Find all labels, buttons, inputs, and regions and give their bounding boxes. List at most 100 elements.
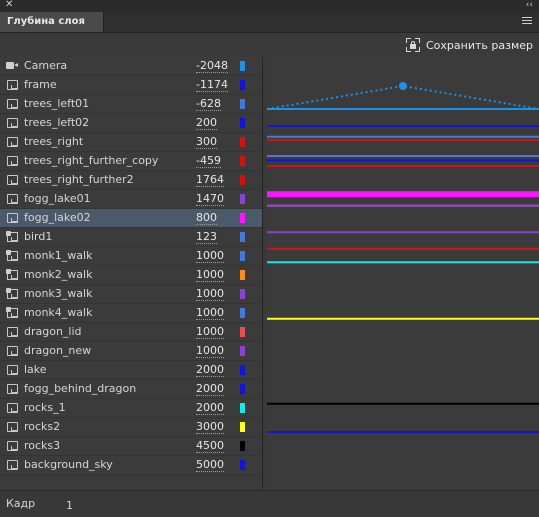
layer-depth-value[interactable]: 1000 [196,249,224,263]
layer-row[interactable]: rocks2 3000 [0,418,262,437]
layer-depth-value[interactable]: 3000 [196,420,224,434]
layer-depth-value[interactable]: 4500 [196,439,224,453]
bone-icon [6,307,18,318]
layer-color-swatch[interactable] [240,194,245,204]
layer-name: trees_right_further2 [24,173,134,186]
layer-depth-value[interactable]: 1000 [196,325,224,339]
frame-icon [7,137,18,147]
layer-name: trees_left01 [24,97,90,110]
layer-row[interactable]: rocks_1 2000 [0,399,262,418]
layer-row[interactable]: trees_right_further2 1764 [0,171,262,190]
layer-name: rocks_1 [24,401,66,414]
layer-row[interactable]: monk2_walk 1000 [0,266,262,285]
layer-row[interactable]: trees_right_further_copy -459 [0,152,262,171]
layer-row[interactable]: fogg_behind_dragon 2000 [0,380,262,399]
layer-color-swatch[interactable] [240,460,245,470]
layer-row[interactable]: dragon_new 1000 [0,342,262,361]
layer-depth-value[interactable]: 1000 [196,306,224,320]
layer-depth-value[interactable]: 5000 [196,458,224,472]
layer-depth-value[interactable]: 2000 [196,382,224,396]
layer-color-swatch[interactable] [240,422,245,432]
layer-color-swatch[interactable] [240,156,245,166]
camera-handle[interactable] [399,82,407,90]
layer-row[interactable]: dragon_lid 1000 [0,323,262,342]
frame-icon [7,365,18,375]
layer-depth-value[interactable]: 2000 [196,401,224,415]
frame-icon [7,422,18,432]
frame-icon [7,327,18,337]
layer-color-swatch[interactable] [240,118,245,128]
save-size-label: Сохранить размер [426,38,533,52]
frame-icon [7,99,18,109]
frame-icon [7,118,18,128]
bone-icon [6,288,18,299]
layer-name: rocks2 [24,420,61,433]
tab-layer-depth[interactable]: Глубина слоя [0,12,104,32]
lock-frame-icon [406,38,420,52]
depth-graph[interactable] [267,57,539,489]
layer-color-swatch[interactable] [240,175,245,185]
panel-menu-icon[interactable] [522,17,532,26]
layer-row[interactable]: background_sky 5000 [0,456,262,475]
frame-icon [7,460,18,470]
layer-row[interactable]: monk1_walk 1000 [0,247,262,266]
layer-name: rocks3 [24,439,61,452]
frame-icon [7,441,18,451]
layer-name: monk4_walk [24,306,93,319]
layer-color-swatch[interactable] [240,232,245,242]
layer-depth-value[interactable]: 2000 [196,363,224,377]
layer-row[interactable]: fogg_lake02 800 [0,209,262,228]
layer-depth-value[interactable]: 1000 [196,344,224,358]
layer-color-swatch[interactable] [240,441,245,451]
layer-row[interactable]: frame -1174 [0,76,262,95]
layer-name: dragon_new [24,344,92,357]
layer-depth-value[interactable]: 1470 [196,192,224,206]
layer-color-swatch[interactable] [240,80,245,90]
layer-depth-value[interactable]: 200 [196,116,217,130]
layer-depth-value[interactable]: -628 [196,97,221,111]
collapse-icon[interactable]: ‹‹ [525,0,533,10]
frame-value[interactable]: 1 [66,499,73,512]
frame-icon [7,156,18,166]
layer-depth-value[interactable]: 1000 [196,268,224,282]
layer-depth-value[interactable]: -459 [196,154,221,168]
layer-color-swatch[interactable] [240,61,245,71]
layer-depth-value[interactable]: 800 [196,211,217,225]
layer-color-swatch[interactable] [240,251,245,261]
layer-color-swatch[interactable] [240,384,245,394]
layer-color-swatch[interactable] [240,308,245,318]
layer-color-swatch[interactable] [240,137,245,147]
close-icon[interactable]: ✕ [5,0,14,10]
layer-color-swatch[interactable] [240,365,245,375]
panel-titlebar: ✕ ‹‹ [0,0,539,12]
layer-row[interactable]: monk3_walk 1000 [0,285,262,304]
layer-color-swatch[interactable] [240,403,245,413]
layer-color-swatch[interactable] [240,99,245,109]
layer-color-swatch[interactable] [240,289,245,299]
layer-color-swatch[interactable] [240,270,245,280]
layer-row[interactable]: trees_left02 200 [0,114,262,133]
layer-depth-value[interactable]: -1174 [196,78,228,92]
layer-color-swatch[interactable] [240,327,245,337]
layer-depth-value[interactable]: 300 [196,135,217,149]
frame-icon [7,194,18,204]
layer-name: frame [24,78,57,91]
layer-row[interactable]: bird1 123 [0,228,262,247]
layer-row[interactable]: trees_right 300 [0,133,262,152]
layer-color-swatch[interactable] [240,213,245,223]
layer-color-swatch[interactable] [240,346,245,356]
layer-name: background_sky [24,458,113,471]
layer-depth-value[interactable]: 1000 [196,287,224,301]
layer-depth-value[interactable]: 123 [196,230,217,244]
layer-row[interactable]: fogg_lake01 1470 [0,190,262,209]
layer-name: fogg_lake01 [24,192,91,205]
layer-row[interactable]: Camera -2048 [0,57,262,76]
layer-depth-value[interactable]: 1764 [196,173,224,187]
layer-row[interactable]: lake 2000 [0,361,262,380]
panel-tab-bar: Глубина слоя [0,12,539,33]
save-size-button[interactable]: Сохранить размер [406,36,533,54]
layer-row[interactable]: trees_left01 -628 [0,95,262,114]
layer-row[interactable]: rocks3 4500 [0,437,262,456]
layer-row[interactable]: monk4_walk 1000 [0,304,262,323]
layer-depth-value[interactable]: -2048 [196,59,228,73]
